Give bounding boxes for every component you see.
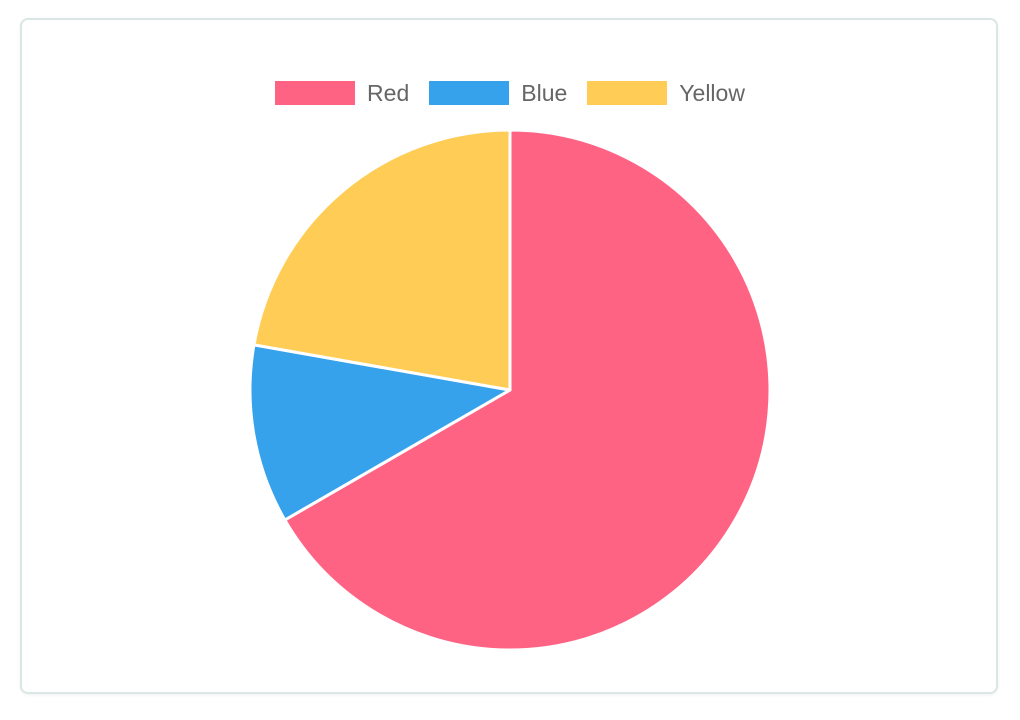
legend-swatch-blue — [429, 81, 510, 105]
legend-item-blue[interactable]: Blue — [429, 78, 567, 108]
legend-swatch-red — [275, 81, 356, 105]
legend-item-red[interactable]: Red — [275, 78, 409, 108]
legend-label-yellow: Yellow — [679, 80, 745, 106]
pie-slice-red[interactable] — [283, 128, 772, 652]
legend-item-yellow[interactable]: Yellow — [587, 78, 745, 108]
pie-slice-blue[interactable] — [248, 343, 512, 522]
pie-slice-yellow[interactable] — [252, 128, 512, 392]
chart-legend: Red Blue Yellow — [0, 78, 1020, 108]
legend-label-red: Red — [367, 80, 410, 106]
legend-label-blue: Blue — [521, 80, 568, 106]
legend-swatch-yellow — [587, 81, 668, 105]
